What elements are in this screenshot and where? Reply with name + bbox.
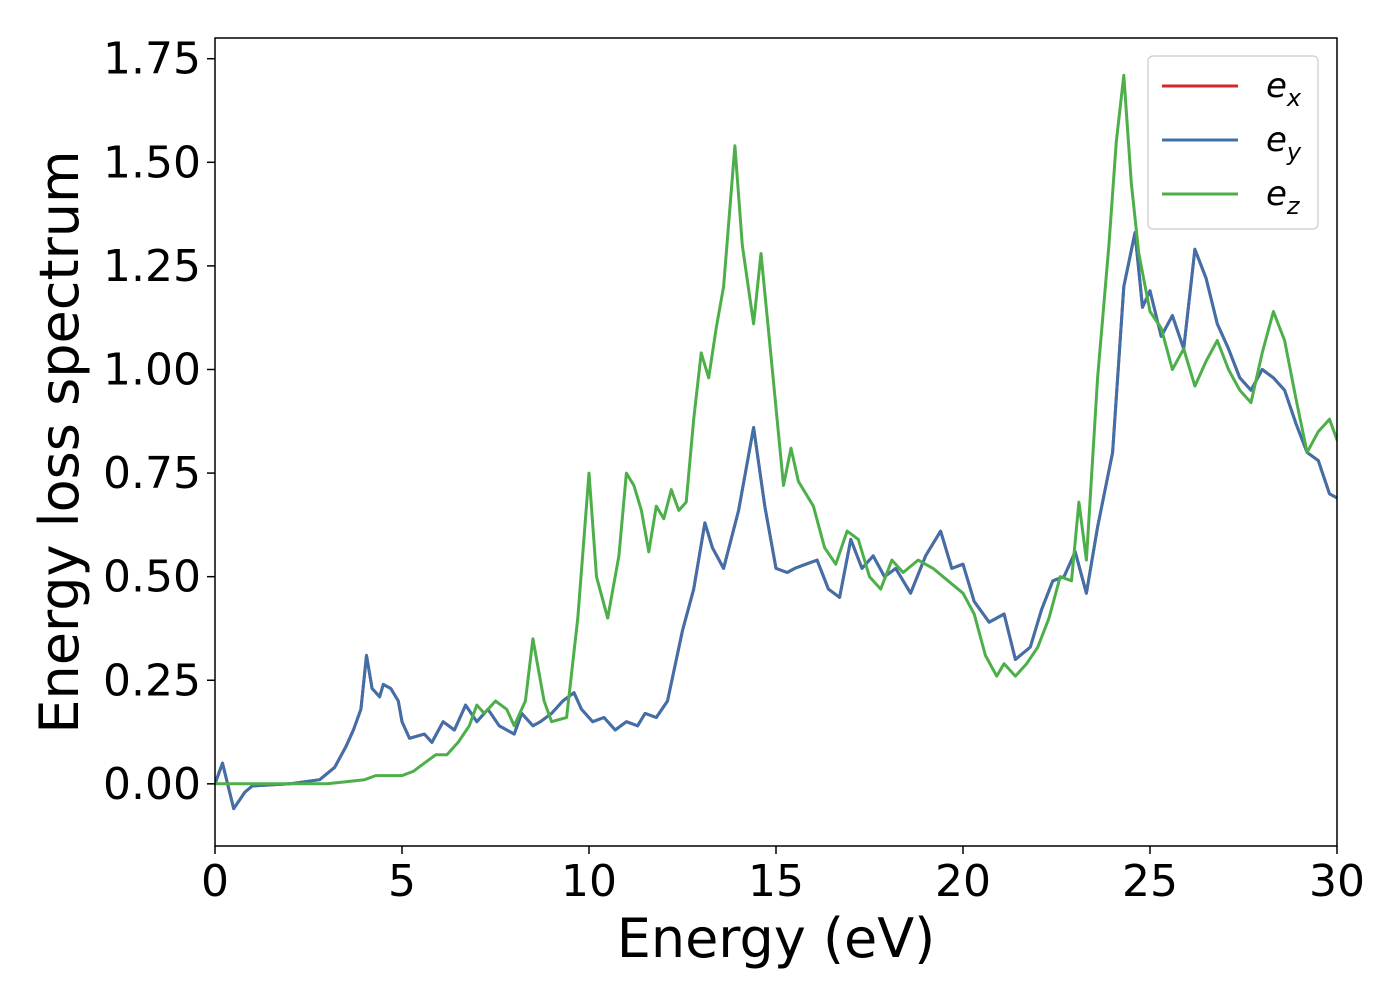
y-axis-ticks: 0.00 0.25 0.50 0.75 1.00 1.25 1.50 1.75 [103,34,215,810]
x-axis-title: Energy (eV) [617,907,936,970]
y-tick-label: 1.50 [103,137,201,188]
y-tick-label: 1.25 [103,241,201,292]
y-tick-label: 1.75 [103,34,201,85]
legend-label-z: ez [1266,174,1301,220]
legend-box [1147,55,1319,230]
y-axis-title: Energy loss spectrum [28,150,91,733]
series-line-e-y [215,231,1337,811]
y-tick-label: 0.00 [103,759,201,810]
x-tick-label: 30 [1309,856,1365,907]
legend-label-x: ex [1266,66,1302,112]
series-layer [215,73,1337,811]
y-tick-label: 1.00 [103,344,201,395]
series-line-e-z [215,73,1337,786]
series-line-e-x [215,231,1337,811]
x-tick-label: 15 [748,856,804,907]
y-tick-label: 0.75 [103,448,201,499]
x-tick-label: 0 [201,856,229,907]
legend: ex ey ez [1147,55,1319,230]
x-axis-ticks: 0 5 10 15 20 25 30 [201,846,1365,907]
y-tick-label: 0.50 [103,552,201,603]
x-tick-label: 20 [935,856,991,907]
legend-label-y: ey [1266,120,1302,166]
x-tick-label: 5 [388,856,416,907]
x-tick-label: 25 [1122,856,1178,907]
x-tick-label: 10 [561,856,617,907]
y-tick-label: 0.25 [103,655,201,706]
